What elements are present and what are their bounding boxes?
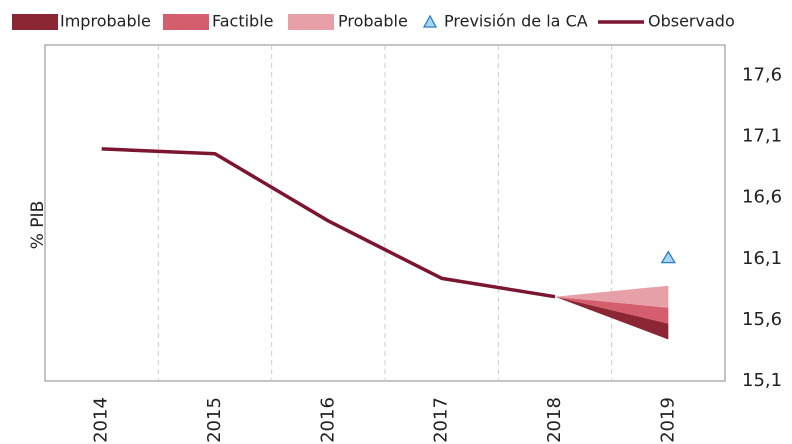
legend-label: Improbable	[60, 12, 151, 31]
legend-label: Previsión de la CA	[444, 12, 588, 31]
legend-label: Factible	[212, 12, 274, 31]
y-tick-label: 15,6	[742, 309, 782, 330]
legend-swatch	[163, 14, 209, 30]
x-tick-label: 2014	[91, 397, 112, 443]
y-tick-label: 16,1	[742, 248, 782, 269]
fan-band	[555, 285, 669, 308]
x-tick-label: 2019	[657, 397, 678, 443]
observed-line	[101, 147, 556, 299]
y-axis-label: % PIB	[28, 201, 48, 250]
x-tick-label: 2018	[544, 397, 565, 443]
fan-band	[555, 296, 669, 324]
y-tick-label: 15,1	[742, 370, 782, 391]
x-tick-label: 2015	[204, 397, 225, 443]
legend-label: Probable	[338, 12, 408, 31]
y-tick-label: 16,6	[742, 187, 782, 208]
legend-swatch	[12, 14, 58, 30]
forecast-marker	[660, 250, 676, 264]
fan-band	[555, 296, 669, 340]
legend-swatch	[288, 14, 334, 30]
x-tick-label: 2017	[431, 397, 452, 443]
legend-swatch	[422, 14, 438, 28]
legend-label: Observado	[648, 12, 735, 31]
x-tick-label: 2016	[317, 397, 338, 443]
plot-frame	[44, 44, 726, 382]
y-tick-label: 17,6	[742, 65, 782, 86]
y-tick-label: 17,1	[742, 126, 782, 147]
